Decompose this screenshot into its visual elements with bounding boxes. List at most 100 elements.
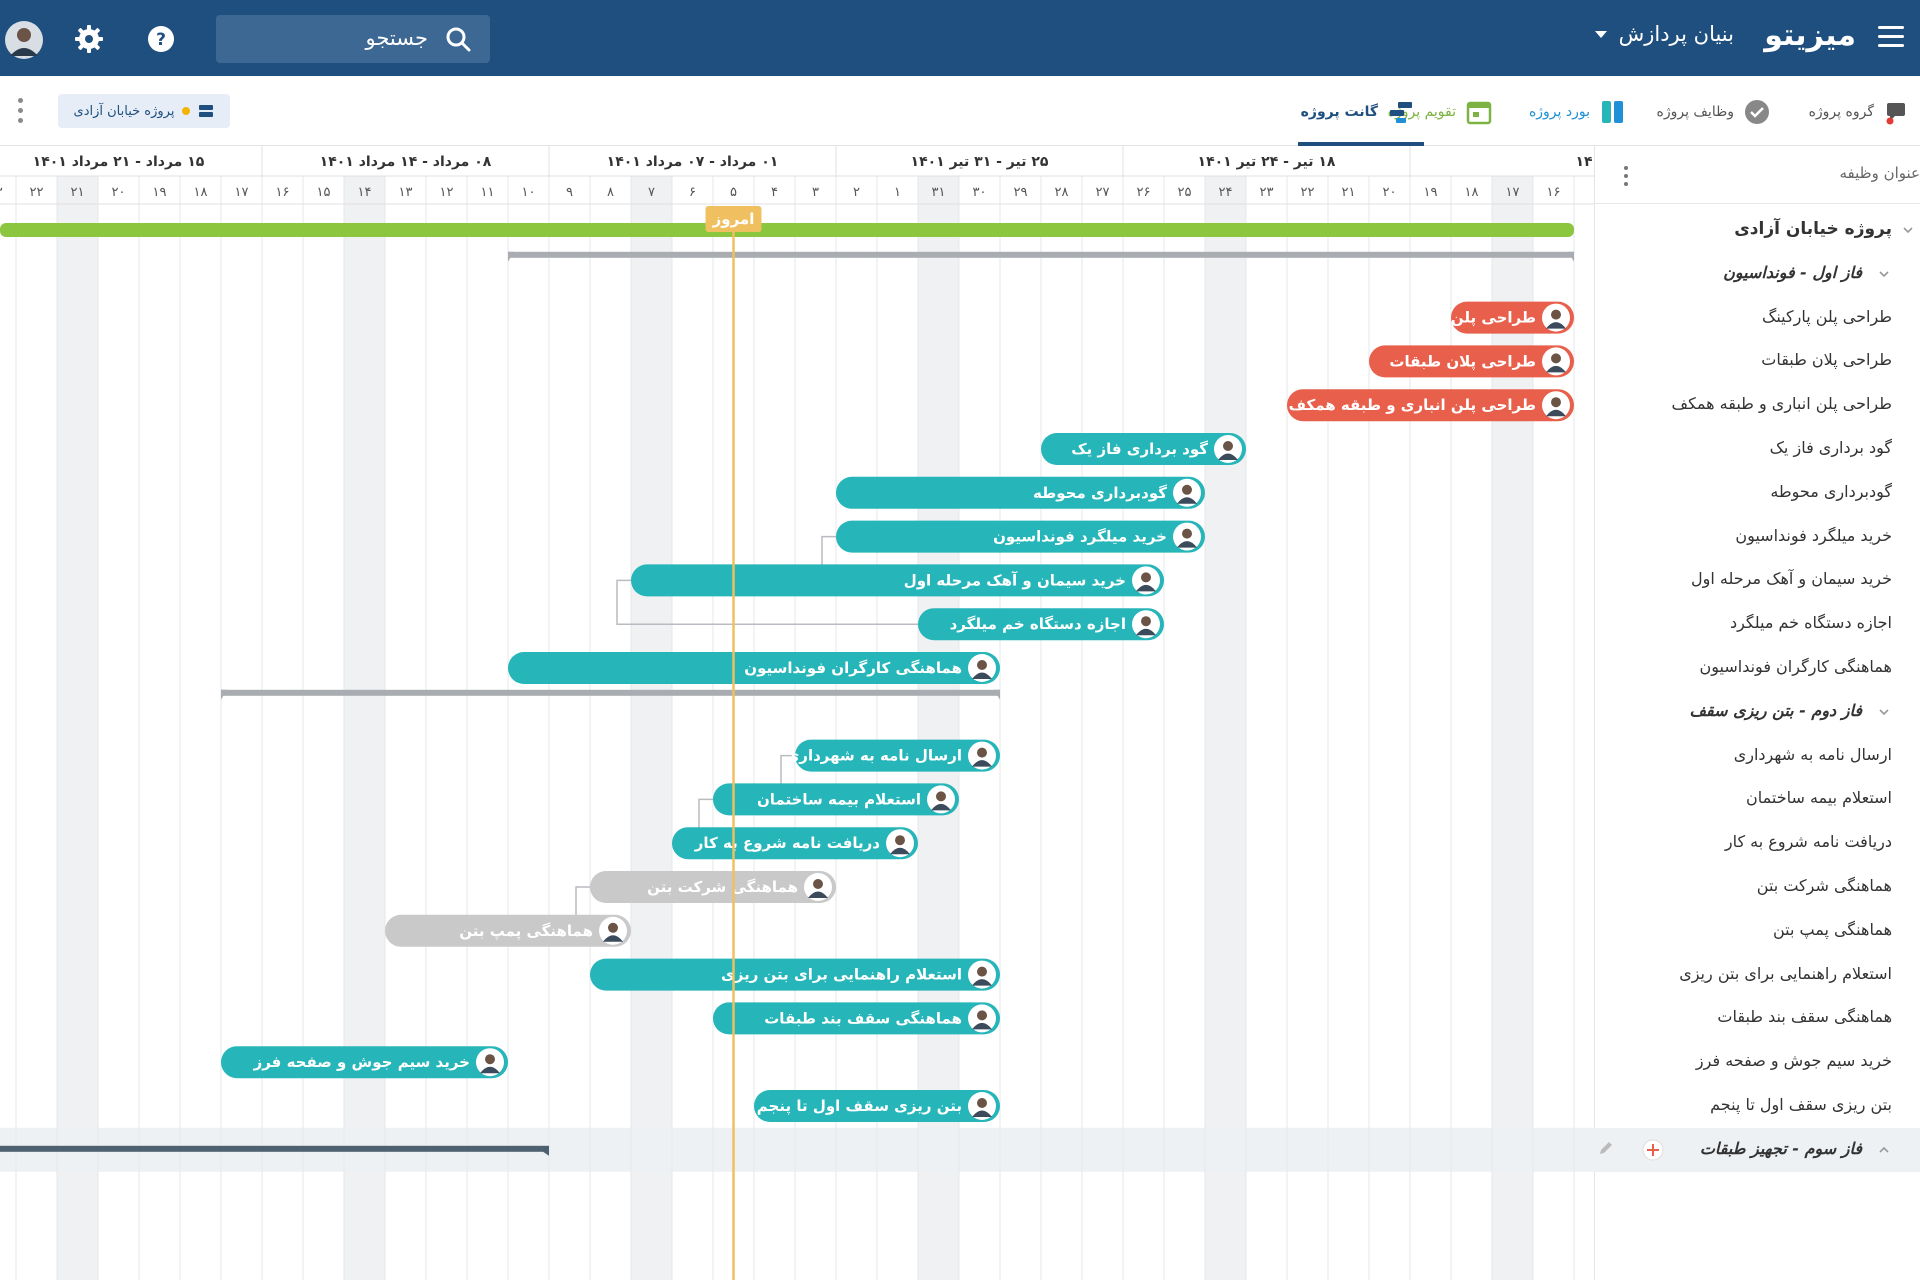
settings-gear-icon[interactable] [74,24,104,54]
task-bar-label: گود برداری فاز یک [1071,440,1208,458]
task-row-label: بتن ریزی سقف اول تا پنجم [1710,1095,1892,1114]
task-bar[interactable] [590,871,836,903]
phase-summary-bar[interactable] [221,689,1000,696]
task-bar-label: استعلام بیمه ساختمان [757,790,921,808]
task-row[interactable]: دریافت نامه شروع به کار [1594,821,1920,865]
task-row[interactable]: گود برداری فاز یک [1594,427,1920,471]
phase-row[interactable]: فاز سوم - تجهیز طبقات [1594,1127,1920,1172]
task-row-label: فاز دوم - بتن ریزی سقف [1689,700,1862,720]
task-row[interactable]: اجازه دستگاه خم میلگرد [1594,602,1920,646]
week-range-label: ۰۱ مرداد - ۰۷ مرداد ۱۴۰۱ [607,154,779,170]
task-row[interactable]: هماهنگی کارگران فونداسیون [1594,646,1920,690]
help-icon[interactable]: ? [146,24,176,54]
assignee-avatar-head [977,1010,987,1021]
day-tick-label: ۱۸ [194,185,208,200]
phase-row[interactable]: فاز اول - فونداسیون [1594,252,1920,296]
board-icon [1602,101,1623,123]
project-row[interactable]: پروژه خیابان آزادی [1594,208,1920,252]
chevron-down-icon[interactable] [1878,268,1890,280]
day-tick-label: ۹ [566,185,573,200]
task-title-column-header: عنوان وظیفه [1839,164,1920,182]
user-avatar[interactable] [4,20,44,60]
assignee-avatar-body [1546,409,1566,417]
edit-pencil-icon[interactable] [1598,1140,1614,1156]
task-bar-label: خرید میلگرد فونداسیون [993,528,1167,546]
more-options-icon[interactable] [18,98,26,124]
assignee-avatar-body [808,891,828,898]
day-tick-label: ۱۱ [481,185,495,200]
task-row[interactable]: ارسال نامه به شهرداری [1594,734,1920,778]
phase-row[interactable]: فاز دوم - بتن ریزی سقف [1594,690,1920,734]
task-list-header: عنوان وظیفه [1594,146,1920,204]
assignee-avatar-body [1136,628,1156,636]
column-menu-icon[interactable] [1622,166,1628,190]
dependency-connector [616,579,922,625]
chevron-down-icon[interactable] [1902,224,1914,236]
task-bar[interactable] [754,1090,1000,1122]
task-bar[interactable] [508,652,1000,684]
tab-project-board[interactable]: بورد پروژه [1529,97,1626,127]
svg-text:?: ? [156,30,166,50]
assignee-avatar-head [1182,528,1192,539]
task-row[interactable]: هماهنگی پمپ بتن [1594,909,1920,953]
task-bar[interactable] [918,608,1164,641]
day-tick-label: ۱۴ [358,185,372,200]
task-bar[interactable] [795,739,1000,772]
task-bar[interactable] [713,1002,1000,1035]
task-row[interactable]: گودبرداری محوطه [1594,471,1920,515]
task-row[interactable]: هماهنگی شرکت بتن [1594,865,1920,909]
task-row[interactable]: خرید میلگرد فونداسیون [1594,515,1920,559]
organization-selector[interactable]: بنیان پردازش [1594,22,1734,46]
task-row[interactable]: استعلام راهنمایی برای بتن ریزی [1594,953,1920,997]
top-navigation-bar: میزیتو بنیان پردازش جستجو ? [0,0,1920,76]
weekend-column [631,176,672,1280]
chevron-up-icon[interactable] [1878,1144,1890,1156]
add-task-plus-icon[interactable] [1642,1139,1664,1161]
task-bar-label: بتن ریزی سقف اول تا پنجم [757,1097,962,1116]
day-tick-label: ۱۷ [235,185,249,200]
assignee-avatar-body [931,803,951,811]
project-summary-bar[interactable] [0,223,1574,237]
task-row[interactable]: طراحی پلان طبقات [1594,339,1920,383]
task-row[interactable]: خرید سیمان و آهک مرحله اول [1594,558,1920,602]
tab-project-tasks[interactable]: وظایف پروژه [1657,97,1771,127]
assignee-avatar-head [1141,572,1151,583]
task-row[interactable]: هماهنگی سقف بند طبقات [1594,996,1920,1040]
task-row[interactable]: بتن ریزی سقف اول تا پنجم [1594,1084,1920,1128]
task-bar[interactable] [631,564,1164,597]
task-bar[interactable] [836,476,1205,509]
day-tick-label: ۱۵ [317,185,331,200]
task-bar-label: دریافت نامه شروع به کار [694,834,881,852]
assignee-avatar-body [1218,453,1238,460]
week-range-label: ۱۵ مرداد - ۲۱ مرداد ۱۴۰۱ [33,154,205,170]
day-tick-label: ۸ [607,185,614,200]
assignee-avatar-body [1177,497,1197,504]
task-row[interactable]: استعلام بیمه ساختمان [1594,777,1920,821]
task-bar[interactable] [590,958,1000,991]
task-bar[interactable] [713,783,959,816]
task-row[interactable]: خرید سیم جوش و صفحه فرز [1594,1040,1920,1084]
task-bar[interactable] [1041,433,1246,465]
assignee-avatar-body [480,1066,500,1074]
task-bar[interactable] [385,914,631,947]
phase-summary-bar[interactable] [508,251,1574,258]
hamburger-menu-icon[interactable] [1878,26,1904,48]
assignee-avatar-body [1177,541,1197,548]
search-input[interactable]: جستجو [216,15,490,63]
assignee-avatar-head [977,660,987,670]
tab-project-gantt[interactable]: گانت پروژه [1301,97,1414,127]
task-row-label: طراحی پلن انباری و طبقه همکف [1671,394,1893,414]
project-filter-chip[interactable]: پروژه خیابان آزادی [58,94,230,128]
task-bar[interactable] [836,520,1205,553]
task-bar[interactable] [221,1046,508,1079]
task-row[interactable]: طراحی پلن انباری و طبقه همکف [1594,383,1920,427]
task-row-label: خرید سیم جوش و صفحه فرز [1695,1051,1892,1071]
collapsed-phase-bar[interactable] [0,1145,549,1152]
task-bar[interactable] [1451,301,1574,334]
task-row[interactable]: طراحی پلن پارکینگ [1594,296,1920,340]
task-bar[interactable] [1369,345,1574,378]
chevron-down-icon[interactable] [1878,706,1890,718]
day-tick-label: ۵ [730,185,737,200]
task-bar[interactable] [1287,389,1574,422]
tab-project-group[interactable]: گروه پروژه [1809,97,1910,127]
